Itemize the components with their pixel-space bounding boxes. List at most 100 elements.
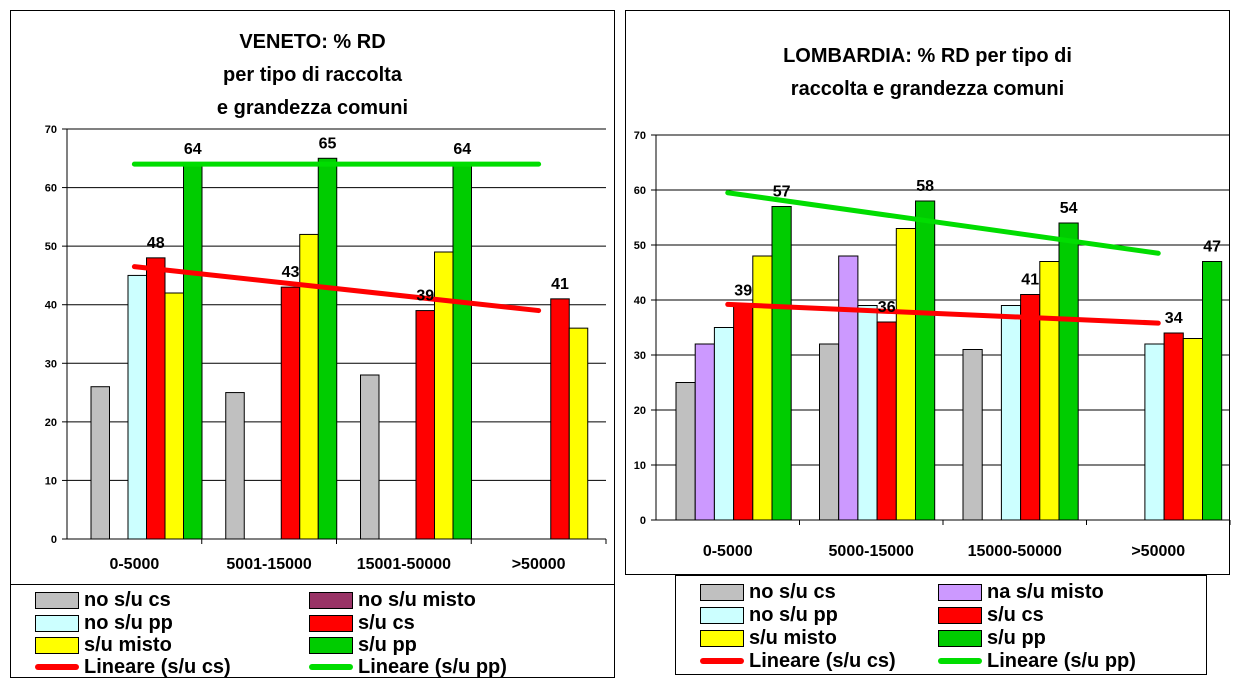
- y-tick-label: 60: [634, 185, 646, 197]
- legend-item-no-s-u-cs: no s/u cs: [35, 589, 171, 611]
- legend-item-lineare-s-u-cs: Lineare (s/u cs): [700, 650, 896, 672]
- legend-swatch: [938, 606, 982, 624]
- data-label-s-u-pp: 64: [453, 141, 471, 158]
- legend-item-s-u-misto: s/u misto: [700, 627, 837, 649]
- legend-label: s/u misto: [84, 633, 172, 656]
- bar-s-u-misto: [1039, 261, 1060, 521]
- bar-no-s-u-pp: [1000, 305, 1022, 521]
- legend-line-swatch: [309, 664, 353, 670]
- trendline-lineare-s-u-cs: [131, 264, 542, 314]
- data-label-s-u-pp: 65: [319, 135, 337, 152]
- legend-item-s-u-cs: s/u cs: [938, 604, 1044, 626]
- legend-item-s-u-misto: s/u misto: [35, 634, 172, 656]
- y-tick-label: 50: [634, 240, 646, 252]
- legend-label: s/u pp: [987, 626, 1046, 649]
- x-tick-label-5001-15000: 5001-15000: [226, 556, 312, 573]
- bar-s-u-cs: [146, 257, 166, 540]
- data-label-s-u-pp: 57: [773, 184, 791, 201]
- y-tick-label: 30: [634, 350, 646, 362]
- bar-s-u-cs: [280, 286, 301, 540]
- y-tick-label: 30: [45, 358, 57, 370]
- legend-item-lineare-s-u-pp: Lineare (s/u pp): [938, 650, 1136, 672]
- legend-label: no s/u pp: [84, 611, 173, 634]
- data-label-s-u-cs: 36: [878, 299, 896, 316]
- chart-lombardia: LOMBARDIA: % RD per tipo di raccolta e g…: [625, 10, 1231, 575]
- bar-s-u-misto: [299, 233, 319, 540]
- bar-s-u-cs: [733, 305, 754, 521]
- legend-swatch: [700, 606, 744, 624]
- y-tick-label: 0: [640, 515, 646, 527]
- legend-label: na s/u misto: [987, 580, 1104, 603]
- legend-swatch: [700, 583, 744, 601]
- legend-label: Lineare (s/u cs): [749, 649, 896, 672]
- data-label-s-u-pp: 47: [1203, 239, 1221, 256]
- legend-item-s-u-cs: s/u cs: [309, 612, 415, 634]
- legend-label: no s/u misto: [358, 588, 476, 611]
- legend-item-lineare-s-u-cs: Lineare (s/u cs): [35, 656, 231, 678]
- bar-s-u-misto: [752, 255, 773, 521]
- plot-area-veneto: 0 10 20 30 40 50 60 70 0-5000 5001-15000 15001-500…: [45, 124, 607, 573]
- x-tick-label-5000-15000: 5000-15000: [829, 543, 915, 560]
- legend-swatch: [309, 591, 353, 609]
- bar-s-u-cs: [550, 298, 570, 540]
- legend-label: no s/u pp: [749, 603, 838, 626]
- bar-no-s-u-pp: [127, 274, 147, 540]
- legend-swatch: [35, 614, 79, 632]
- chart-title-line-3: e grandezza comuni: [216, 97, 409, 119]
- legend-swatch: [309, 636, 353, 654]
- data-label-s-u-cs: 39: [734, 283, 752, 300]
- legend-swatch: [309, 614, 353, 632]
- legend-label: no s/u cs: [84, 588, 171, 611]
- bar-s-u-misto: [434, 251, 454, 540]
- legend-label: s/u cs: [358, 611, 415, 634]
- legend-swatch: [938, 583, 982, 601]
- bar-no-s-u-pp: [857, 305, 878, 521]
- chart-title-line-2: per tipo di raccolta: [223, 64, 402, 86]
- legend-swatch: [700, 629, 744, 647]
- data-label-s-u-cs: 48: [147, 235, 165, 252]
- data-label-s-u-pp: 54: [1060, 200, 1078, 217]
- chart-title-line-1: LOMBARDIA: % RD per tipo di: [783, 45, 1072, 67]
- bar-na-s-u-misto: [838, 255, 859, 521]
- bar-s-u-pp: [183, 163, 203, 540]
- legend-item-no-s-u-pp: no s/u pp: [35, 612, 173, 634]
- bar-s-u-cs: [1163, 332, 1184, 521]
- bar-no-s-u-cs: [360, 374, 380, 540]
- bar-s-u-pp: [771, 206, 792, 521]
- y-tick-label: 20: [45, 417, 57, 429]
- x-tick-label-50000: >50000: [1131, 543, 1185, 560]
- bar-s-u-pp: [1058, 222, 1079, 521]
- bar-no-s-u-cs: [225, 392, 245, 540]
- data-label-s-u-cs: 39: [416, 288, 434, 305]
- x-tick-label-15001-50000: 15001-50000: [357, 556, 451, 573]
- bar-s-u-misto: [895, 228, 916, 521]
- x-tick-label-0-5000: 0-5000: [703, 543, 753, 560]
- legend-line-swatch: [938, 658, 982, 664]
- bar-s-u-cs: [415, 310, 435, 540]
- legend-swatch: [938, 629, 982, 647]
- legend-item-s-u-pp: s/u pp: [938, 627, 1046, 649]
- bar-no-s-u-cs: [819, 343, 840, 521]
- y-tick-label: 20: [634, 405, 646, 417]
- bar-s-u-pp: [1202, 261, 1223, 521]
- x-tick-label-50000: >50000: [512, 556, 566, 573]
- y-tick-label: 40: [45, 300, 57, 312]
- legend-line-swatch: [35, 664, 79, 670]
- bar-s-u-misto: [1182, 338, 1203, 521]
- bar-na-s-u-misto: [694, 343, 715, 521]
- x-tick-label-0-5000: 0-5000: [109, 556, 159, 573]
- legend-label: s/u misto: [749, 626, 837, 649]
- bar-no-s-u-cs: [962, 349, 983, 521]
- legend-item-no-s-u-cs: no s/u cs: [700, 581, 836, 603]
- chart-title-line-1: VENETO: % RD: [239, 31, 386, 53]
- legend-label: Lineare (s/u pp): [358, 655, 507, 678]
- y-tick-label: 0: [51, 534, 57, 546]
- legend-label: s/u pp: [358, 633, 417, 656]
- legend-item-lineare-s-u-pp: Lineare (s/u pp): [309, 656, 507, 678]
- bar-s-u-misto: [164, 292, 184, 540]
- y-tick-label: 60: [45, 183, 57, 195]
- plot-area-lombardia: 0 10 20 30 40 50 60 70 0-5000 5000-15000 15000-500…: [634, 130, 1231, 560]
- y-tick-label: 10: [634, 460, 646, 472]
- bar-s-u-cs: [1020, 294, 1041, 521]
- bar-s-u-cs: [876, 321, 897, 521]
